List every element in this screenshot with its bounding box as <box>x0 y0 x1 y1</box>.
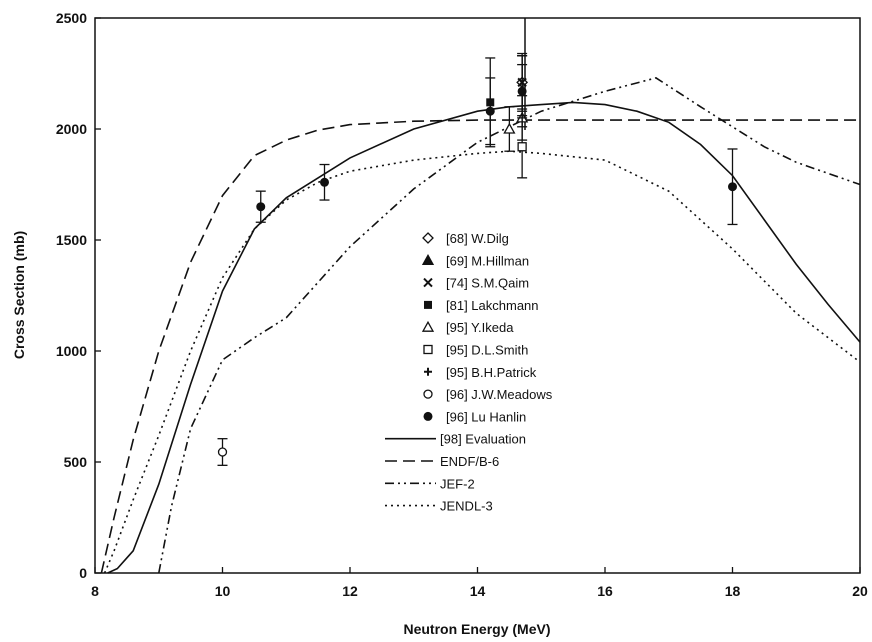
data-point-circle-filled <box>517 86 527 96</box>
x-axis-title: Neutron Energy (MeV) <box>403 621 550 637</box>
legend-label: [95] D.L.Smith <box>446 343 528 358</box>
data-point-circle-open <box>217 447 228 457</box>
legend-marker-circle-open <box>423 389 433 399</box>
legend-label: [98] Evaluation <box>440 432 526 447</box>
x-tick-label: 14 <box>470 583 486 599</box>
legend-label: ENDF/B-6 <box>440 454 499 469</box>
data-point-circle-filled <box>728 182 737 192</box>
x-tick-label: 10 <box>215 583 231 599</box>
legend-label: [68] W.Dilg <box>446 231 509 246</box>
x-tick-label: 16 <box>597 583 613 599</box>
legend-marker-square-filled <box>424 300 432 309</box>
data-point-triangle-open <box>503 122 516 134</box>
legend-marker-circle-filled <box>423 411 433 421</box>
legend-marker-diamond-open <box>422 232 434 244</box>
y-tick-label: 1500 <box>56 232 87 248</box>
marker-group <box>217 52 738 466</box>
x-tick-label: 18 <box>725 583 741 599</box>
data-point-circle-filled <box>485 106 495 116</box>
legend-label: [69] M.Hillman <box>446 253 529 268</box>
legend-label: [95] B.H.Patrick <box>446 365 537 380</box>
legend-label: [81] Lakchmann <box>446 298 539 313</box>
y-tick-label: 2000 <box>56 121 87 137</box>
legend-marker-cross <box>423 277 433 288</box>
data-point-circle-filled <box>256 202 266 212</box>
legend-label: [74] S.M.Qaim <box>446 276 529 291</box>
legend-marker-triangle-filled <box>421 253 435 265</box>
plot-frame <box>94 17 861 574</box>
y-tick-label: 0 <box>79 565 87 581</box>
curve-dotted <box>103 150 861 574</box>
legend-marker-triangle-open <box>421 320 435 332</box>
y-tick-label: 1000 <box>56 343 87 359</box>
legend-label: JEF-2 <box>440 476 475 491</box>
legend: [68] W.Dilg [69] M.Hillman [74] S.M.Qaim [8… <box>385 231 553 514</box>
data-point-circle-filled <box>320 177 329 187</box>
legend-marker-plus <box>424 367 432 376</box>
x-tick-label: 8 <box>91 583 99 599</box>
y-tick-label: 2500 <box>56 10 87 26</box>
legend-label: JENDL-3 <box>440 499 493 514</box>
y-tick-label: 500 <box>64 454 88 470</box>
axes-group: 8 10 12 14 16 18 20 0 500 1000 1500 2000 2500 <box>56 10 868 599</box>
curve-dashed <box>100 119 860 574</box>
legend-label: [95] Y.Ikeda <box>446 320 514 335</box>
x-tick-label: 20 <box>852 583 868 599</box>
legend-label: [96] Lu Hanlin <box>446 409 526 424</box>
legend-marker-square-open <box>423 344 433 355</box>
y-axis-title: Cross Section (mb) <box>11 231 27 359</box>
x-tick-label: 12 <box>342 583 358 599</box>
data-point-square-open <box>517 142 527 152</box>
legend-label: [96] J.W.Meadows <box>446 387 553 402</box>
